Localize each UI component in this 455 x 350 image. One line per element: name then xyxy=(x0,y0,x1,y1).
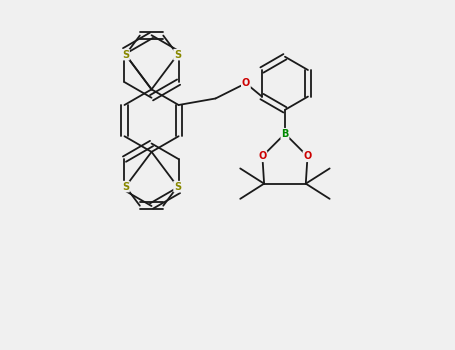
Text: O: O xyxy=(242,78,250,88)
Text: S: S xyxy=(174,182,181,191)
Text: O: O xyxy=(303,151,312,161)
Text: B: B xyxy=(281,129,288,139)
Text: O: O xyxy=(258,151,267,161)
Text: S: S xyxy=(174,50,181,60)
Text: S: S xyxy=(122,50,129,60)
Text: S: S xyxy=(122,182,129,191)
